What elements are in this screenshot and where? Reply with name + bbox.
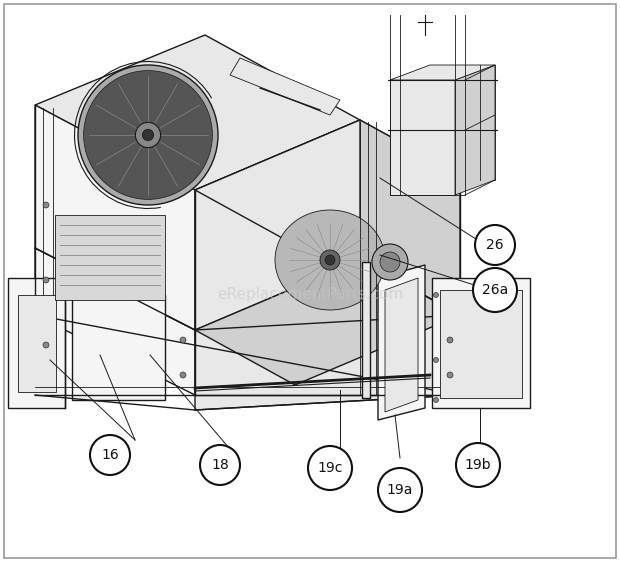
Circle shape [84,71,213,200]
Circle shape [447,372,453,378]
Polygon shape [230,58,340,115]
Polygon shape [195,260,460,385]
Circle shape [456,443,500,487]
Text: 19b: 19b [464,458,491,472]
Text: 18: 18 [211,458,229,472]
Circle shape [475,225,515,265]
Ellipse shape [275,210,385,310]
Polygon shape [362,262,370,398]
Polygon shape [35,105,195,330]
Polygon shape [360,120,460,315]
Circle shape [372,244,408,280]
Circle shape [78,65,218,205]
Circle shape [433,357,438,362]
Circle shape [200,445,240,485]
Polygon shape [378,265,425,420]
Circle shape [43,202,49,208]
Circle shape [433,397,438,402]
Circle shape [135,123,161,148]
Circle shape [380,252,400,272]
Polygon shape [390,80,455,195]
Circle shape [447,337,453,343]
Text: 16: 16 [101,448,119,462]
Polygon shape [195,120,360,330]
Polygon shape [35,35,360,190]
Polygon shape [72,295,165,400]
Text: 19a: 19a [387,483,413,497]
Circle shape [180,337,186,343]
Circle shape [473,268,517,312]
Circle shape [320,250,340,270]
Polygon shape [455,65,495,195]
Polygon shape [35,248,195,395]
Circle shape [433,292,438,297]
Polygon shape [8,278,65,408]
Polygon shape [440,290,522,398]
Polygon shape [390,65,495,80]
Text: 26a: 26a [482,283,508,297]
Text: 19c: 19c [317,461,343,475]
Text: eReplacementParts.com: eReplacementParts.com [217,288,403,302]
Polygon shape [195,120,460,245]
Circle shape [308,446,352,490]
Circle shape [43,277,49,283]
Circle shape [43,342,49,348]
Polygon shape [18,295,56,392]
Circle shape [180,372,186,378]
Circle shape [325,255,335,265]
Polygon shape [385,278,418,412]
Polygon shape [195,315,460,410]
Circle shape [143,129,154,140]
Polygon shape [55,215,165,300]
Polygon shape [432,278,530,408]
Circle shape [90,435,130,475]
Text: 26: 26 [486,238,504,252]
Circle shape [378,468,422,512]
